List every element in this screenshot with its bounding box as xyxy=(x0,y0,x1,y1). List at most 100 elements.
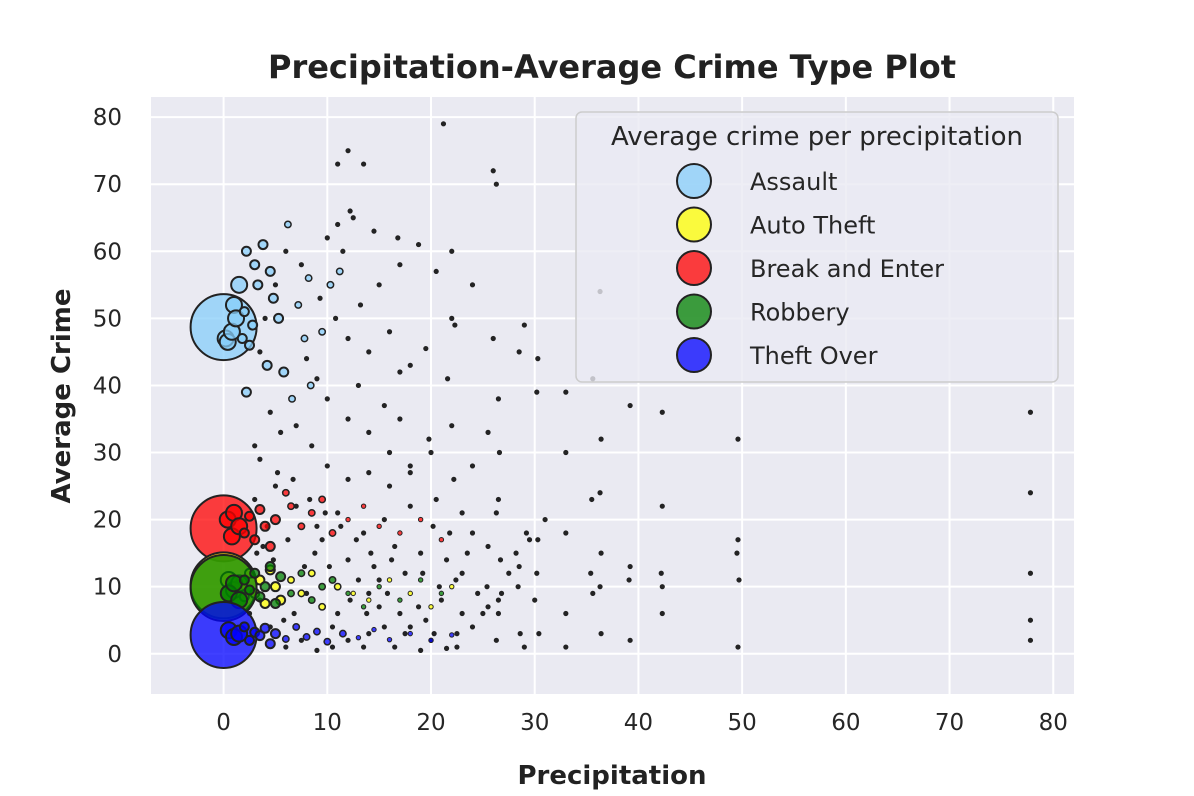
data-point xyxy=(376,577,382,583)
x-tick-label: 40 xyxy=(624,710,653,736)
data-point xyxy=(407,463,413,469)
data-point xyxy=(298,262,304,268)
data-point xyxy=(350,215,356,221)
y-axis-label: Average Crime xyxy=(47,289,77,504)
data-point xyxy=(328,529,337,537)
data-point xyxy=(355,634,362,641)
data-point xyxy=(386,636,393,643)
data-point xyxy=(297,569,306,578)
y-tick-label: 50 xyxy=(93,306,122,332)
data-point xyxy=(360,604,367,610)
data-point xyxy=(262,315,268,321)
x-tick-label: 80 xyxy=(1039,710,1068,736)
x-tick-label: 70 xyxy=(935,710,964,736)
data-point xyxy=(495,610,502,617)
data-point xyxy=(324,463,330,469)
data-point xyxy=(278,429,284,435)
data-point xyxy=(532,597,538,603)
data-point xyxy=(244,634,256,646)
data-point xyxy=(303,356,310,362)
data-point xyxy=(252,496,258,503)
data-point xyxy=(534,389,540,395)
legend-label: Auto Theft xyxy=(750,212,875,240)
data-point xyxy=(440,121,447,127)
data-point xyxy=(397,610,403,617)
data-point xyxy=(287,589,295,598)
data-point xyxy=(485,604,491,610)
data-point xyxy=(366,597,372,603)
data-point xyxy=(357,302,364,308)
data-point xyxy=(735,644,741,650)
legend-label: Theft Over xyxy=(749,342,878,370)
data-point xyxy=(407,630,413,637)
data-point xyxy=(254,504,266,516)
y-tick-label: 60 xyxy=(93,239,122,265)
data-point xyxy=(335,221,341,228)
data-point xyxy=(521,644,527,650)
data-point xyxy=(485,543,491,550)
data-point xyxy=(451,476,457,482)
legend-marker xyxy=(676,163,712,199)
data-point xyxy=(306,381,315,390)
data-point xyxy=(345,590,351,597)
data-point xyxy=(318,602,327,611)
x-tick-label: 50 xyxy=(727,710,756,736)
data-point xyxy=(238,574,250,586)
data-point xyxy=(249,567,261,579)
data-point xyxy=(542,516,548,523)
data-point xyxy=(292,622,301,631)
data-point xyxy=(332,315,339,321)
data-point xyxy=(259,581,271,593)
data-point xyxy=(252,279,264,291)
data-point xyxy=(536,631,542,637)
data-point xyxy=(345,557,351,563)
data-point xyxy=(293,423,299,429)
data-point xyxy=(397,262,403,268)
data-point xyxy=(428,449,434,456)
data-point xyxy=(436,584,442,590)
legend: Average crime per precipitation AssaultA… xyxy=(575,111,1059,383)
data-point xyxy=(627,563,633,570)
data-point xyxy=(459,570,465,576)
data-point xyxy=(301,563,308,570)
data-point xyxy=(1027,570,1034,576)
data-point xyxy=(345,516,351,523)
data-point xyxy=(323,637,332,646)
data-point xyxy=(627,402,633,409)
y-tick-label: 20 xyxy=(93,508,122,534)
data-point xyxy=(189,293,258,362)
data-point xyxy=(734,550,740,556)
data-point xyxy=(317,295,323,301)
data-point xyxy=(371,626,377,633)
data-point xyxy=(264,561,276,573)
data-point xyxy=(563,449,569,456)
data-point xyxy=(360,503,367,509)
data-point xyxy=(345,335,351,342)
data-point xyxy=(338,629,347,638)
data-point xyxy=(495,396,502,402)
data-point xyxy=(418,550,424,556)
data-point xyxy=(291,610,297,617)
data-point xyxy=(240,386,252,398)
data-point xyxy=(285,537,291,543)
data-point xyxy=(588,570,594,576)
data-point xyxy=(264,265,276,277)
data-point xyxy=(464,550,470,556)
data-point xyxy=(433,268,439,275)
data-point xyxy=(384,590,391,596)
data-point xyxy=(423,345,429,352)
data-point xyxy=(735,436,741,442)
data-point xyxy=(238,621,250,633)
data-point xyxy=(430,523,436,529)
data-point xyxy=(1027,637,1034,643)
data-point xyxy=(273,312,285,324)
data-point xyxy=(324,235,330,241)
data-point xyxy=(371,563,377,570)
data-point xyxy=(513,550,519,556)
data-point xyxy=(1027,617,1034,623)
data-point xyxy=(254,550,260,556)
data-point xyxy=(407,624,413,630)
data-point xyxy=(335,610,341,617)
legend-marker xyxy=(676,250,712,286)
data-point xyxy=(269,628,281,640)
